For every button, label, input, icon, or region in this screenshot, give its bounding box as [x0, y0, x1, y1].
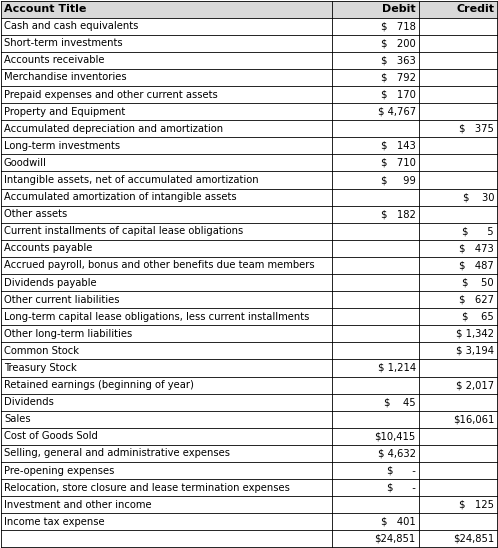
Text: Long-term investments: Long-term investments [4, 141, 120, 151]
Text: $   718: $ 718 [381, 21, 416, 31]
Text: $   170: $ 170 [381, 89, 416, 100]
Text: Long-term capital lease obligations, less current installments: Long-term capital lease obligations, les… [4, 312, 309, 322]
Text: $    65: $ 65 [462, 312, 494, 322]
Text: Merchandise inventories: Merchandise inventories [4, 72, 126, 82]
Text: Cash and cash equivalents: Cash and cash equivalents [4, 21, 138, 31]
Text: $   710: $ 710 [381, 158, 416, 168]
Text: $    45: $ 45 [384, 397, 416, 407]
Text: $   627: $ 627 [459, 295, 494, 305]
Text: $ 1,342: $ 1,342 [456, 329, 494, 339]
Text: Accounts payable: Accounts payable [4, 243, 92, 253]
Text: Prepaid expenses and other current assets: Prepaid expenses and other current asset… [4, 89, 218, 100]
Text: Selling, general and administrative expenses: Selling, general and administrative expe… [4, 448, 230, 459]
Text: Other current liabilities: Other current liabilities [4, 295, 120, 305]
Text: Dividends: Dividends [4, 397, 54, 407]
Text: Goodwill: Goodwill [4, 158, 47, 168]
Text: Intangible assets, net of accumulated amortization: Intangible assets, net of accumulated am… [4, 175, 258, 185]
Text: Investment and other income: Investment and other income [4, 500, 151, 510]
Text: Accounts receivable: Accounts receivable [4, 55, 105, 65]
Text: $   375: $ 375 [459, 124, 494, 134]
Text: $   473: $ 473 [459, 243, 494, 253]
Text: Account Title: Account Title [4, 4, 86, 14]
Text: $   401: $ 401 [381, 517, 416, 527]
Text: Pre-opening expenses: Pre-opening expenses [4, 466, 115, 476]
Text: Other long-term liabilities: Other long-term liabilities [4, 329, 132, 339]
Text: Accrued payroll, bonus and other benefits due team members: Accrued payroll, bonus and other benefit… [4, 260, 315, 271]
Text: Property and Equipment: Property and Equipment [4, 107, 125, 117]
Text: Other assets: Other assets [4, 209, 67, 219]
Text: Treasury Stock: Treasury Stock [4, 363, 77, 373]
Text: Sales: Sales [4, 414, 30, 424]
Text: $    50: $ 50 [462, 277, 494, 288]
Text: $   125: $ 125 [459, 500, 494, 510]
Text: Accumulated amortization of intangible assets: Accumulated amortization of intangible a… [4, 192, 237, 202]
Text: Current installments of capital lease obligations: Current installments of capital lease ob… [4, 226, 243, 236]
Text: $ 1,214: $ 1,214 [377, 363, 416, 373]
Text: $24,851: $24,851 [453, 534, 494, 544]
Text: $      -: $ - [387, 483, 416, 493]
Text: $16,061: $16,061 [453, 414, 494, 424]
Text: Common Stock: Common Stock [4, 346, 79, 356]
Text: Credit: Credit [456, 4, 494, 14]
Text: Debit: Debit [382, 4, 416, 14]
Text: $   792: $ 792 [380, 72, 416, 82]
Text: $ 4,767: $ 4,767 [377, 107, 416, 117]
Text: Income tax expense: Income tax expense [4, 517, 105, 527]
Text: Cost of Goods Sold: Cost of Goods Sold [4, 431, 98, 441]
Text: $   143: $ 143 [381, 141, 416, 151]
Text: Dividends payable: Dividends payable [4, 277, 97, 288]
Text: $      5: $ 5 [462, 226, 494, 236]
Text: $   182: $ 182 [381, 209, 416, 219]
Text: $10,415: $10,415 [374, 431, 416, 441]
Text: Retained earnings (beginning of year): Retained earnings (beginning of year) [4, 380, 194, 390]
Text: $   363: $ 363 [381, 55, 416, 65]
Text: $   487: $ 487 [459, 260, 494, 271]
Text: $24,851: $24,851 [374, 534, 416, 544]
Text: Accumulated depreciation and amortization: Accumulated depreciation and amortizatio… [4, 124, 223, 134]
Text: $ 2,017: $ 2,017 [456, 380, 494, 390]
Text: $     99: $ 99 [381, 175, 416, 185]
Text: $ 4,632: $ 4,632 [377, 448, 416, 459]
Text: $ 3,194: $ 3,194 [456, 346, 494, 356]
Text: $      -: $ - [387, 466, 416, 476]
Text: $    30: $ 30 [463, 192, 494, 202]
Text: Short-term investments: Short-term investments [4, 38, 123, 48]
Text: $   200: $ 200 [381, 38, 416, 48]
Bar [1, 1, 497, 18]
Text: Relocation, store closure and lease termination expenses: Relocation, store closure and lease term… [4, 483, 290, 493]
